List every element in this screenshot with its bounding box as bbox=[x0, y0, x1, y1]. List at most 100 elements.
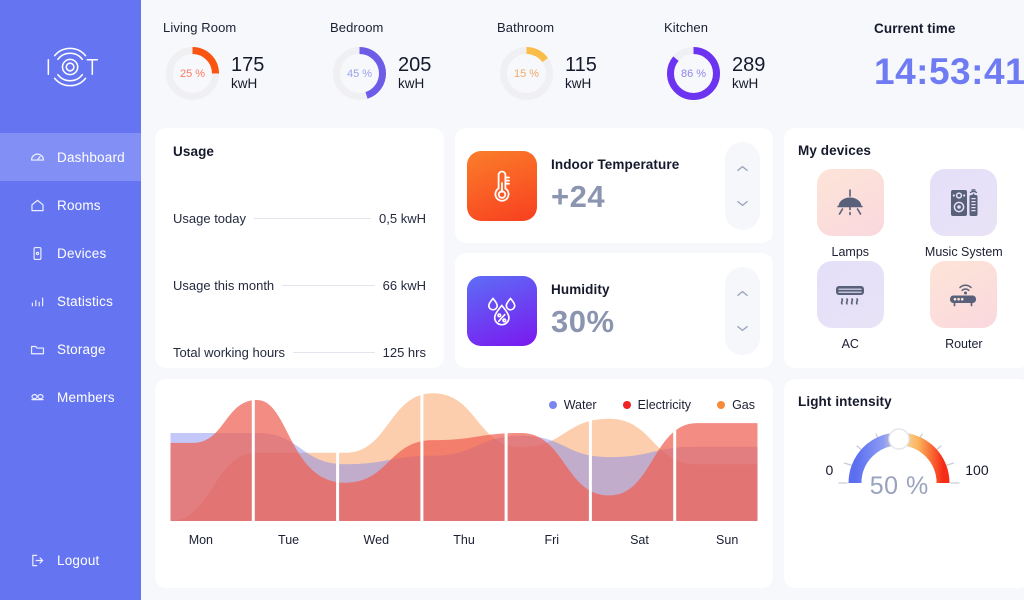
room-stat-bedroom[interactable]: Bedroom 45 % 205 kwH bbox=[330, 20, 497, 103]
dashboard-icon bbox=[30, 153, 45, 161]
room-stats-row: Living Room 25 % 175 kwH bbox=[155, 10, 1024, 128]
room-gauge: 86 % bbox=[664, 44, 723, 103]
sidebar-item-rooms[interactable]: Rooms bbox=[0, 181, 141, 229]
middle-row: Usage Usage today 0,5 kwH Usage this mon… bbox=[155, 128, 1024, 368]
temperature-tile bbox=[467, 150, 537, 221]
logout-button[interactable]: Logout bbox=[0, 536, 100, 584]
usage-row-divider bbox=[282, 285, 375, 286]
logout-icon bbox=[32, 554, 44, 566]
legend-label: Gas bbox=[732, 398, 755, 412]
usage-row: Usage this month 66 kwH bbox=[173, 252, 426, 319]
legend-label: Electricity bbox=[637, 398, 692, 412]
folder-icon bbox=[30, 345, 45, 354]
device-router[interactable]: Router bbox=[912, 261, 1017, 351]
legend-item-electricity[interactable]: Electricity bbox=[622, 398, 692, 412]
air-conditioner-icon bbox=[836, 285, 865, 305]
indoor-temperature-card: Indoor Temperature +24 bbox=[455, 128, 773, 243]
consumption-chart-card: Water Electricity Gas bbox=[155, 379, 773, 588]
chevron-down-icon[interactable] bbox=[736, 199, 749, 208]
device-lamps[interactable]: Lamps bbox=[798, 169, 903, 259]
device-tile bbox=[816, 169, 884, 236]
sidebar-item-label: Members bbox=[57, 389, 115, 405]
current-time-label: Current time bbox=[874, 21, 956, 36]
chart-legend: Water Electricity Gas bbox=[548, 398, 755, 412]
x-tick-label: Mon bbox=[188, 533, 214, 547]
iot-logo-icon bbox=[47, 47, 98, 86]
sensor-name: Humidity bbox=[551, 281, 610, 297]
room-percent: 25 % bbox=[179, 67, 206, 80]
usage-row-value: 0,5 kwH bbox=[379, 211, 426, 226]
sidebar-item-statistics[interactable]: Statistics bbox=[0, 277, 141, 325]
usage-row-value: 66 kwH bbox=[382, 278, 426, 293]
light-gauge[interactable]: 50 % bbox=[835, 417, 963, 523]
device-label: Lamps bbox=[831, 245, 870, 259]
logout-label: Logout bbox=[57, 552, 100, 568]
usage-row: Usage today 0,5 kwH bbox=[173, 185, 426, 252]
room-gauge: 25 % bbox=[163, 44, 222, 103]
device-tile bbox=[816, 261, 884, 328]
sidebar-item-storage[interactable]: Storage bbox=[0, 325, 141, 373]
device-label: Router bbox=[945, 337, 983, 351]
room-stat-kitchen[interactable]: Kitchen 86 % 289 kwH bbox=[664, 20, 831, 103]
room-name: Bathroom bbox=[497, 20, 555, 35]
speaker-icon bbox=[950, 188, 978, 216]
sidebar-item-label: Rooms bbox=[57, 197, 101, 213]
chart-gridlines bbox=[167, 379, 761, 521]
chevron-down-icon[interactable] bbox=[736, 324, 749, 333]
room-value: 289 bbox=[732, 54, 766, 77]
thermometer-icon bbox=[494, 170, 510, 202]
light-gauge-wrapper: 0 bbox=[798, 417, 1016, 523]
device-ac[interactable]: AC bbox=[798, 261, 903, 351]
room-gauge: 45 % bbox=[330, 44, 389, 103]
device-tile bbox=[930, 261, 998, 328]
legend-item-water[interactable]: Water bbox=[548, 398, 597, 412]
legend-dot bbox=[717, 401, 726, 409]
device-tile bbox=[930, 169, 998, 236]
chart-x-axis: Mon Tue Wed Thu Fri Sat Sun bbox=[155, 521, 773, 547]
sensor-value: +24 bbox=[551, 178, 606, 214]
light-gauge-svg bbox=[838, 428, 960, 521]
room-unit: kwH bbox=[398, 76, 425, 91]
sensor-value: 30% bbox=[551, 303, 615, 339]
legend-dot bbox=[622, 401, 631, 409]
light-gauge-knob[interactable] bbox=[888, 428, 910, 450]
sidebar-item-devices[interactable]: Devices bbox=[0, 229, 141, 277]
room-name: Bedroom bbox=[330, 20, 384, 35]
room-unit: kwH bbox=[565, 76, 592, 91]
legend-item-gas[interactable]: Gas bbox=[717, 398, 755, 412]
sidebar: Dashboard Rooms Devices bbox=[0, 0, 141, 600]
device-icon bbox=[33, 246, 42, 260]
usage-title: Usage bbox=[173, 144, 215, 159]
chevron-up-icon[interactable] bbox=[736, 164, 749, 173]
sidebar-item-label: Devices bbox=[57, 245, 107, 261]
sidebar-item-dashboard[interactable]: Dashboard bbox=[0, 133, 141, 181]
humidity-stepper[interactable] bbox=[725, 266, 760, 355]
room-stat-bathroom[interactable]: Bathroom 15 % 115 kwH bbox=[497, 20, 664, 103]
room-value: 115 bbox=[565, 54, 597, 77]
temperature-stepper[interactable] bbox=[725, 141, 760, 230]
device-music-system[interactable]: Music System bbox=[912, 169, 1017, 259]
legend-label: Water bbox=[563, 398, 597, 412]
light-max-label: 100 bbox=[965, 462, 989, 478]
my-devices-title: My devices bbox=[798, 143, 872, 158]
current-time-value: 14:53:41 bbox=[874, 51, 1024, 92]
main-content: Living Room 25 % 175 kwH bbox=[141, 0, 1024, 600]
sidebar-item-members[interactable]: Members bbox=[0, 373, 141, 421]
device-label: AC bbox=[841, 337, 859, 351]
bottom-row: Water Electricity Gas bbox=[155, 379, 1024, 588]
chart-plot-area bbox=[155, 379, 773, 521]
usage-row-label: Total working hours bbox=[173, 345, 285, 360]
sidebar-item-label: Storage bbox=[57, 341, 106, 357]
sidebar-item-label: Dashboard bbox=[57, 149, 125, 165]
room-percent: 15 % bbox=[513, 67, 540, 80]
room-stat-living-room[interactable]: Living Room 25 % 175 kwH bbox=[163, 20, 330, 103]
lamp-icon bbox=[837, 188, 864, 216]
sensor-column: Indoor Temperature +24 bbox=[455, 128, 773, 368]
room-percent: 86 % bbox=[680, 67, 707, 80]
device-grid: Lamps bbox=[798, 169, 1016, 351]
area-chart-svg bbox=[167, 379, 761, 521]
my-devices-card: My devices bbox=[784, 128, 1024, 368]
chevron-up-icon[interactable] bbox=[736, 289, 749, 298]
usage-list: Usage today 0,5 kwH Usage this month 66 … bbox=[173, 185, 426, 386]
